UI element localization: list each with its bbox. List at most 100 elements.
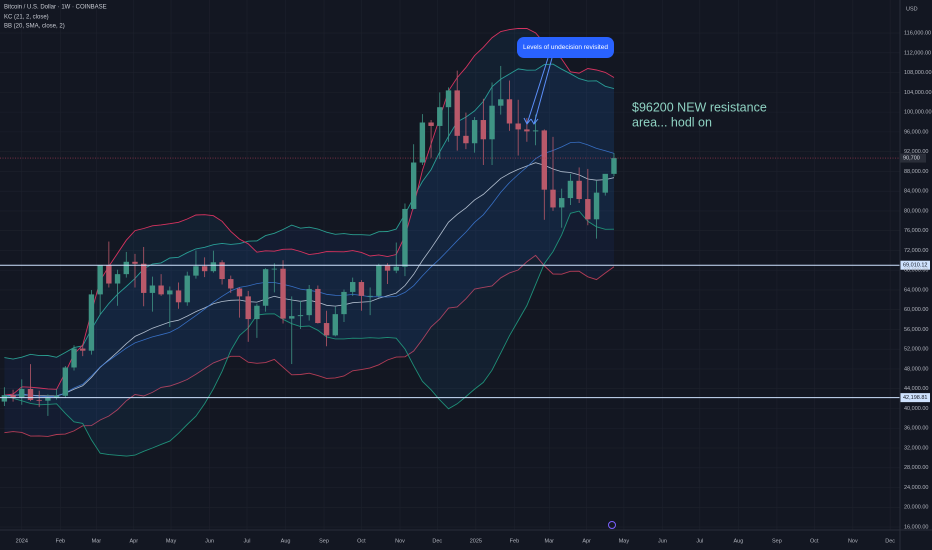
- candle-body: [201, 266, 208, 272]
- candle-body: [219, 262, 225, 280]
- last-price-box: [900, 153, 926, 163]
- x-tick-label: 2025: [470, 538, 482, 544]
- candle-body: [297, 315, 304, 317]
- y-tick-label: 40,000.00: [904, 406, 928, 412]
- candle-body: [132, 261, 138, 264]
- x-tick-label: Mar: [92, 538, 102, 544]
- candle-body: [140, 263, 147, 293]
- candle-body: [193, 266, 199, 276]
- candle-body: [489, 105, 495, 140]
- y-tick-label: 68,000.00: [904, 268, 928, 274]
- annotation-bubble: [517, 37, 614, 58]
- candle-body: [245, 296, 251, 320]
- candle-body: [123, 261, 129, 275]
- y-tick-label: 80,000.00: [904, 208, 928, 214]
- candle-body: [524, 129, 530, 132]
- candle-body: [541, 130, 547, 190]
- candle-body: [463, 135, 469, 144]
- grid: [0, 0, 900, 530]
- x-tick-label: Oct: [810, 538, 819, 544]
- x-tick-label: 2024: [16, 538, 28, 544]
- candle-body: [175, 290, 182, 303]
- event-icon: [608, 521, 616, 529]
- x-tick-label: Sep: [319, 538, 329, 544]
- annotation-arrow: [523, 57, 553, 125]
- candle-body: [454, 90, 460, 136]
- candle-body: [53, 395, 60, 399]
- x-tick-label: Jun: [205, 538, 214, 544]
- x-tick-label: Mar: [545, 538, 555, 544]
- level-label: 42,198.81: [903, 395, 927, 401]
- y-tick-label: 116,000.00: [904, 31, 931, 37]
- y-tick-label: 28,000.00: [904, 465, 928, 471]
- candle-body: [376, 265, 382, 296]
- candle-body: [593, 192, 600, 220]
- y-tick-label: 48,000.00: [904, 366, 928, 372]
- axes: 16,000.00 20,000.00 24,000.00 28,000.00 32,0…: [16, 31, 932, 545]
- y-tick-label: 20,000.00: [904, 505, 928, 511]
- x-tick-label: Aug: [281, 538, 291, 544]
- candle-body: [445, 90, 452, 108]
- y-tick-label: 52,000.00: [904, 347, 928, 353]
- y-tick-label: 56,000.00: [904, 327, 928, 333]
- y-tick-label: 100,000.00: [904, 110, 932, 116]
- candle-body: [45, 398, 51, 401]
- candle-body: [271, 268, 278, 270]
- candle-body: [228, 279, 234, 289]
- candle-body: [384, 265, 391, 271]
- level-label-box: [900, 393, 930, 403]
- candle-body: [332, 314, 338, 336]
- x-tick-label: Nov: [395, 538, 405, 544]
- candle-body: [410, 162, 417, 209]
- y-tick-label: 104,000.00: [904, 90, 932, 96]
- candle-body: [254, 305, 260, 320]
- band-upper: [4, 27, 615, 396]
- candle-body: [585, 199, 591, 220]
- indicator-legend: BB (20, SMA, close, 2): [4, 24, 65, 30]
- indicator-legend: KC (21, 2, close): [4, 15, 49, 21]
- annotation-text: area... hodl on: [632, 115, 712, 129]
- band-fill: [4, 28, 614, 457]
- x-tick-label: Oct: [357, 538, 366, 544]
- x-tick-label: May: [166, 538, 177, 544]
- chart-title: Bitcoin / U.S. Dollar · 1W · COINBASE: [4, 5, 107, 11]
- band-lower: [4, 254, 615, 437]
- x-tick-label: Jul: [696, 538, 703, 544]
- candle-body: [114, 274, 121, 284]
- candle-body: [498, 99, 504, 106]
- candle-body: [10, 395, 16, 398]
- y-tick-label: 60,000.00: [904, 307, 928, 313]
- y-tick-label: 88,000.00: [904, 169, 928, 175]
- candle-body: [19, 388, 25, 398]
- candle-body: [280, 268, 286, 319]
- y-tick-label: 36,000.00: [904, 426, 928, 432]
- band-fill: [4, 64, 614, 437]
- x-tick-label: Nov: [848, 538, 858, 544]
- y-tick-label: 72,000.00: [904, 248, 928, 254]
- x-tick-label: Sep: [772, 538, 782, 544]
- level-label-box: [900, 260, 930, 270]
- candle-body: [428, 122, 434, 126]
- level-label: 69,010.12: [903, 263, 927, 269]
- candle-body: [289, 316, 295, 319]
- y-tick-label: 84,000.00: [904, 189, 928, 195]
- candle-body: [36, 399, 42, 401]
- candle-body: [167, 290, 173, 295]
- candle-body: [149, 285, 156, 293]
- candle-body: [576, 180, 582, 200]
- candle-body: [515, 123, 521, 130]
- y-tick-label: 112,000.00: [904, 50, 931, 56]
- candle-body: [532, 130, 539, 132]
- band-upper: [4, 63, 615, 360]
- band-lower: [4, 210, 615, 457]
- candle-body: [341, 291, 347, 315]
- levels: 69,010.12 42,198.81 90,700: [0, 153, 930, 403]
- y-tick-label: 44,000.00: [904, 386, 928, 392]
- candle-body: [393, 266, 399, 271]
- candle-body: [262, 269, 269, 306]
- candle-body: [550, 189, 556, 208]
- y-tick-label: 92,000.00: [904, 149, 928, 155]
- candle-body: [62, 367, 69, 396]
- annotation-text: $96200 NEW resistance: [632, 100, 767, 114]
- candle-body: [1, 395, 8, 402]
